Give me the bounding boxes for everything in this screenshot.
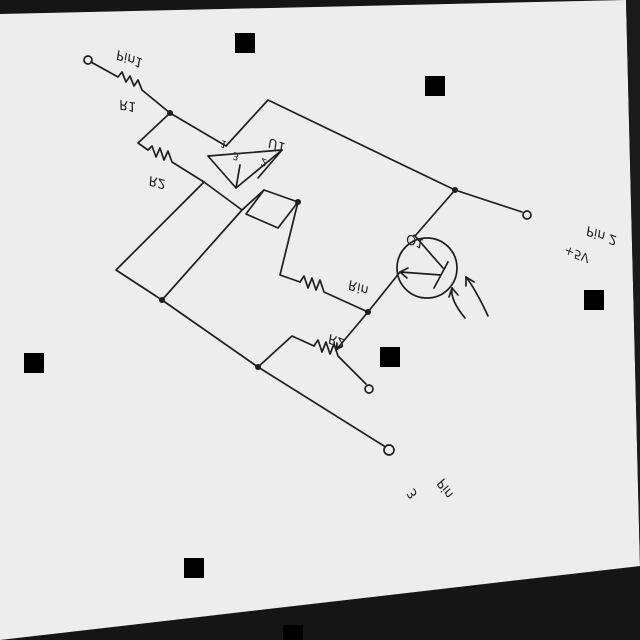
paper-shadow-edge (626, 0, 640, 566)
circuit-diagram (83, 55, 532, 456)
label-u1-pin-2: 2 (259, 155, 269, 168)
light-arrow-head (448, 287, 459, 298)
wire (245, 189, 299, 229)
wire (367, 271, 401, 313)
redaction-marker (425, 76, 445, 96)
r2-terminal (364, 384, 374, 394)
wire (257, 335, 315, 368)
redaction-marker (24, 353, 44, 373)
redaction-marker (235, 33, 255, 53)
r2-wiper-arrow (335, 342, 343, 351)
wire (137, 112, 171, 151)
resistor-rin (299, 275, 369, 313)
q1-emitter-arrow (399, 267, 409, 279)
label-r2: R2 (326, 330, 347, 350)
redaction-marker (380, 347, 400, 367)
wire (203, 181, 299, 211)
label-r1: R1 (118, 96, 138, 114)
resistor-r2-feedback (147, 145, 205, 183)
label-u1: U1 (266, 134, 288, 154)
wire (279, 201, 301, 283)
light-arrow-head (465, 276, 475, 287)
redaction-marker (584, 290, 604, 310)
wire (257, 149, 283, 179)
wire (169, 112, 227, 147)
redaction-marker (184, 558, 204, 578)
q1-collector (414, 189, 456, 269)
label-u1-pin-3: 3 (231, 149, 241, 162)
r2-wiper (335, 311, 369, 351)
wire (115, 181, 205, 301)
redaction-marker (283, 625, 303, 640)
pin2-terminal (522, 210, 532, 220)
pin1-terminal (83, 55, 93, 65)
label-u1-pin-1: 1 (219, 137, 229, 150)
q1-emitter (399, 271, 442, 276)
resistor-r1 (90, 61, 171, 114)
label-q1: Q1 (404, 230, 427, 250)
resistor-r2 (313, 339, 367, 385)
pin3-terminal (383, 444, 395, 456)
label-r2-feedback: R2 (147, 172, 168, 191)
light-arrow (465, 276, 489, 317)
wire (225, 99, 523, 213)
opamp-u1 (207, 149, 283, 189)
wire (161, 209, 243, 301)
phototransistor-q1 (396, 237, 458, 299)
label-rin: Rin (346, 276, 371, 297)
wire (235, 164, 241, 189)
